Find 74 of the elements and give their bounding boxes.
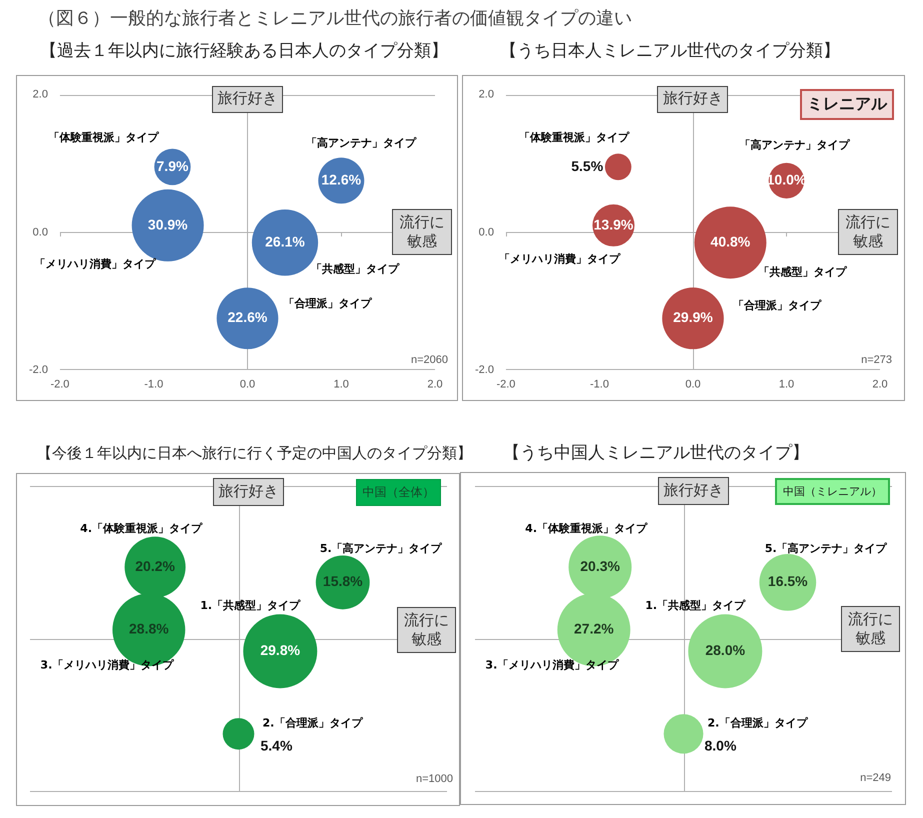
annotation: n=2060 [410, 353, 448, 367]
category-label: 5.「高アンテナ」タイプ [764, 542, 888, 556]
x-tick-label: -1.0 [590, 378, 609, 391]
series-label: 「メリハリ消費」タイプ [498, 252, 621, 266]
y-tick-label: 0.0 [478, 226, 494, 238]
x-tick-label: 0.0 [240, 378, 256, 391]
x-tick-label: -1.0 [144, 378, 164, 391]
data-label: 15.8% [322, 573, 364, 590]
category-label: 2.「合理派」タイプ [708, 716, 808, 730]
data-label: 13.9% [594, 216, 634, 232]
category-label: 4.「体験重視派」タイプ [80, 522, 204, 535]
text: 中国（全体） [356, 479, 441, 506]
text: 【今後１年以内に日本へ旅行に行く予定の中国人のタイプ分類】 [37, 444, 472, 462]
data-label: 29.9% [673, 309, 714, 326]
chart-subtitle: 【うち日本人ミレニアル世代のタイプ分類】 [500, 41, 840, 62]
x-tick-label: 2.0 [427, 378, 443, 391]
data-label: 7.9% [156, 158, 189, 174]
x-tick-label: 0.0 [685, 378, 701, 391]
y-tick-label: -2.0 [28, 364, 48, 376]
data-label: 5.4% [260, 738, 293, 754]
chart-title: （図６）一般的な旅行者とミレニアル世代の旅行者の価値観タイプの違い [38, 8, 632, 30]
y-axis-title: 旅行好き [212, 86, 283, 113]
x-tick-label: 1.0 [778, 378, 794, 391]
data-label: 26.1% [265, 233, 306, 250]
series-label: 「体験重視派」タイプ [48, 130, 160, 144]
y-tick-label: 0.0 [32, 226, 48, 238]
data-label: 16.5% [768, 573, 808, 590]
data-label: 28.0% [705, 642, 746, 658]
annotation: ミレニアル [800, 88, 894, 120]
x-axis-title: 流行に敏感 [392, 209, 452, 256]
series-label: 「体験重視派」タイプ [519, 130, 630, 144]
data-label: 20.2% [135, 558, 176, 574]
series-label: 「メリハリ消費」タイプ [34, 257, 156, 270]
annotation: n=273 [861, 353, 892, 367]
category-label: 5.「高アンテナ」タイプ [320, 542, 443, 556]
data-label: 28.8% [128, 620, 170, 637]
category-label: 1.「共感型」タイプ [645, 599, 746, 612]
x-tick-label: -2.0 [496, 378, 516, 391]
data-label: 30.9% [148, 216, 188, 232]
data-label: 20.3% [580, 558, 620, 574]
chart-subtitle: 【過去１年以内に旅行経験ある日本人のタイプ分類】 [40, 41, 448, 62]
series-label: 「共感型」タイプ [310, 262, 400, 276]
y-tick-label: 2.0 [32, 88, 48, 101]
data-label: 12.6% [321, 172, 362, 188]
text: 【うち中国人ミレニアル世代のタイプ】 [503, 443, 809, 464]
series-label: 「合理派」タイプ [283, 297, 372, 310]
x-axis-title: 流行に敏感 [838, 209, 898, 256]
text: 流行に敏感 [841, 606, 900, 652]
x-tick-label: -2.0 [50, 378, 70, 391]
text: 旅行好き [658, 477, 729, 505]
data-label: 27.2% [574, 620, 614, 637]
data-label: 22.6% [228, 309, 268, 326]
data-label: 8.0% [704, 738, 737, 754]
text: 流行に敏感 [397, 607, 456, 653]
series-label: 「高アンテナ」タイプ [739, 138, 850, 152]
data-label: 40.8% [710, 233, 751, 250]
text: 旅行好き [213, 478, 284, 506]
x-tick-label: 2.0 [872, 378, 888, 391]
series-label: 「共感型」タイプ [758, 265, 848, 278]
category-label: 3.「メリハリ消費」タイプ [485, 658, 620, 672]
data-label: 29.8% [260, 642, 301, 658]
series-label: 「高アンテナ」タイプ [306, 136, 418, 150]
category-label: 2.「合理派」タイプ [262, 716, 364, 730]
y-tick-label: 2.0 [478, 88, 494, 101]
text: 中国（ミレニアル） [775, 478, 890, 505]
text: n=249 [860, 771, 891, 785]
category-label: 4.「体験重視派」タイプ [525, 522, 648, 535]
y-tick-label: -2.0 [474, 364, 494, 376]
data-label: 5.5% [571, 158, 604, 174]
x-tick-label: 1.0 [334, 378, 349, 391]
category-label: 1.「共感型」タイプ [200, 599, 302, 612]
text: n=1000 [416, 772, 453, 786]
series-label: 「合理派」タイプ [732, 299, 822, 312]
y-axis-title: 旅行好き [657, 86, 728, 113]
